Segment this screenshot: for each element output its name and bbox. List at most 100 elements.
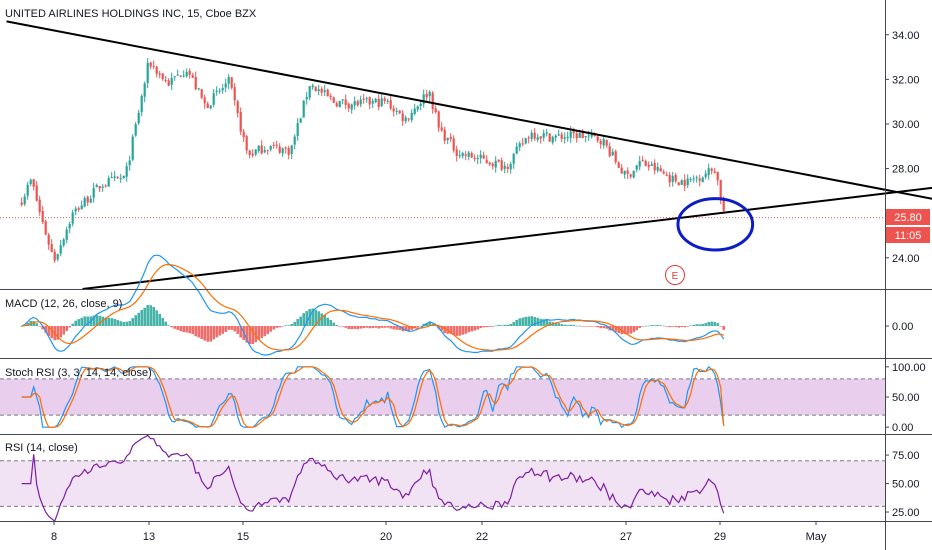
- stoch-rsi-title[interactable]: Stoch RSI (3, 3, 14, 14, close): [5, 367, 152, 379]
- chart-title[interactable]: UNITED AIRLINES HOLDINGS INC, 15, Cboe B…: [5, 8, 257, 20]
- candle-body: [89, 198, 92, 203]
- macd-histogram-bar: [443, 326, 446, 334]
- macd-histogram-bar: [404, 326, 407, 332]
- macd-histogram-bar: [299, 316, 302, 326]
- macd-histogram-bar: [605, 326, 608, 329]
- candle-body: [302, 100, 305, 118]
- macd-histogram-bar: [596, 326, 599, 328]
- macd-pane[interactable]: [20, 254, 725, 356]
- candle-body: [59, 245, 62, 254]
- candle-body: [656, 166, 659, 171]
- candle-body: [713, 171, 716, 173]
- macd-histogram-bar: [194, 326, 197, 337]
- macd-histogram-bar: [236, 326, 239, 334]
- stoch-rsi-pane[interactable]: [21, 365, 725, 429]
- rsi-band: [0, 460, 885, 507]
- candle-body: [431, 92, 434, 109]
- candle-body: [140, 95, 143, 113]
- macd-histogram-bar: [602, 326, 605, 329]
- candle-body: [437, 111, 440, 128]
- candle-body: [242, 131, 245, 138]
- candle-body: [173, 76, 176, 78]
- candle-body: [176, 74, 179, 76]
- candle-body: [668, 175, 671, 183]
- candle-body: [317, 89, 320, 92]
- candle-body: [557, 134, 560, 136]
- macd-histogram-bar: [503, 324, 506, 326]
- time-tick-label: 20: [380, 531, 392, 543]
- candle-body: [689, 179, 692, 181]
- time-axis[interactable]: 8 13 15 20 22 27 29 May: [51, 521, 827, 543]
- macd-histogram-bar: [266, 326, 269, 335]
- candle-body: [440, 127, 443, 131]
- candle-body: [701, 177, 704, 183]
- candle-body: [311, 85, 314, 88]
- annotation-circle[interactable]: [676, 197, 755, 252]
- candle-body: [338, 100, 341, 108]
- macd-histogram-bar: [656, 324, 659, 326]
- trendlines[interactable]: [6, 20, 932, 290]
- macd-histogram-bar: [416, 326, 419, 328]
- macd-histogram-bar: [641, 326, 644, 327]
- candle-body: [524, 138, 527, 144]
- macd-histogram-bar: [239, 326, 242, 338]
- time-tick-label: 29: [714, 531, 726, 543]
- macd-histogram-bar: [413, 326, 416, 329]
- macd-histogram-bar: [392, 326, 395, 330]
- candle-body: [200, 89, 203, 98]
- candle-body: [125, 166, 128, 177]
- macd-histogram-bar: [50, 326, 53, 339]
- candle-body: [47, 234, 50, 245]
- macd-histogram-bar: [74, 320, 77, 326]
- candle-body: [383, 98, 386, 102]
- macd-histogram-bar: [440, 326, 443, 331]
- rsi-tick-label: 25.00: [892, 507, 920, 519]
- candle-body: [296, 123, 299, 136]
- macd-histogram-bar: [182, 326, 185, 333]
- macd-histogram-bar: [569, 324, 572, 326]
- candle-body: [566, 136, 569, 138]
- candle-body: [518, 143, 521, 148]
- candle-body: [593, 134, 596, 137]
- macd-histogram-bar: [173, 326, 176, 329]
- candle-body: [239, 111, 242, 132]
- macd-histogram-bar: [689, 325, 692, 327]
- rsi-title[interactable]: RSI (14, close): [5, 442, 78, 454]
- candle-body: [275, 144, 278, 146]
- candle-body: [449, 136, 452, 139]
- stoch-rsi-axis[interactable]: 100.00 50.00 0.00: [885, 362, 926, 434]
- candle-body: [329, 95, 332, 98]
- macd-histogram-bar: [371, 326, 374, 329]
- macd-histogram-bar: [77, 319, 80, 326]
- macd-histogram-bar: [329, 320, 332, 326]
- macd-title[interactable]: MACD (12, 26, close, 9): [5, 298, 122, 310]
- candle-body: [578, 132, 581, 138]
- candle-body: [149, 62, 152, 67]
- candle-body: [665, 174, 668, 176]
- macd-histogram-bar: [227, 326, 230, 330]
- candle-body: [236, 101, 239, 114]
- rsi-pane[interactable]: [21, 434, 725, 523]
- candle-body: [314, 86, 317, 92]
- stoch-tick-label: 0.00: [892, 422, 913, 434]
- earnings-marker[interactable]: E: [665, 265, 685, 285]
- macd-histogram-bar: [305, 311, 308, 326]
- macd-histogram-bar: [473, 326, 476, 331]
- macd-histogram-bar: [389, 326, 392, 329]
- candle-body: [230, 77, 233, 88]
- macd-histogram-bar: [692, 324, 695, 326]
- macd-histogram-bar: [206, 326, 209, 342]
- macd-histogram-bar: [590, 326, 593, 327]
- candle-body: [341, 99, 344, 101]
- candle-body: [719, 180, 722, 200]
- macd-histogram-bar: [644, 325, 647, 327]
- macd-histogram-bar: [224, 326, 227, 332]
- macd-histogram-bar: [563, 324, 566, 326]
- macd-histogram-bar: [674, 326, 677, 328]
- rsi-axis[interactable]: 75.00 50.00 25.00: [885, 450, 920, 519]
- macd-axis[interactable]: 0.00: [885, 321, 913, 333]
- macd-histogram-bar: [461, 326, 464, 335]
- macd-histogram-bar: [395, 326, 398, 330]
